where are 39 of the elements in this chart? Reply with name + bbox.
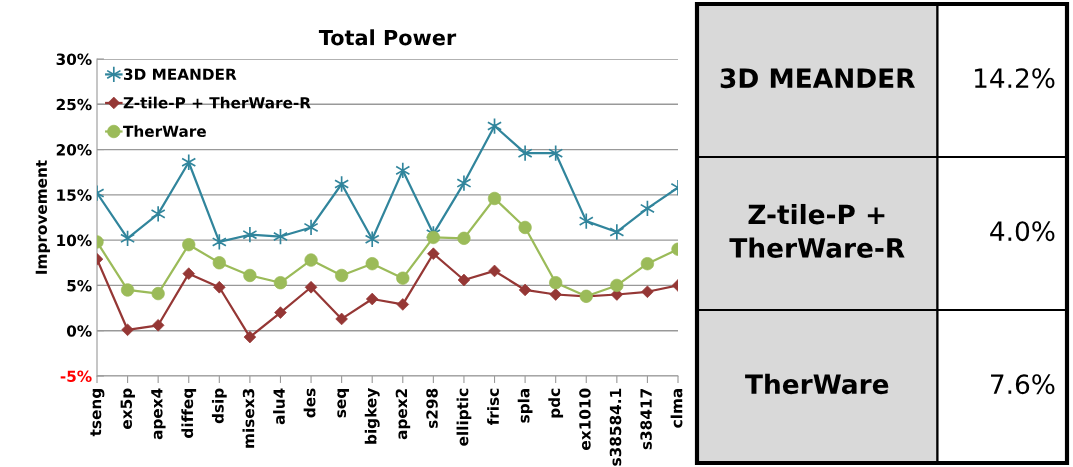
x-tick-label: bigkey (364, 388, 380, 444)
y-tick-label: -5% (60, 370, 92, 383)
x-tick-label: clma (670, 389, 683, 428)
text: 14.2% (974, 68, 1055, 89)
category-label: TherWare (745, 373, 889, 395)
x-tick-label: des (303, 388, 316, 418)
y-tick-label: 10% (57, 234, 92, 247)
y-tick-label: 25% (56, 98, 92, 111)
x-tick-label: frisc (487, 388, 499, 426)
x-tick-label: apex2 (395, 389, 411, 440)
text: 7.6% (991, 374, 1055, 395)
x-tick-label: alu4 (273, 388, 285, 425)
x-tick-label: pdc (548, 388, 564, 418)
x-tick-label: tseng (90, 389, 105, 437)
y-tick-label: 30% (56, 53, 92, 66)
category-label: Z-tile-P + TherWare-R (729, 203, 905, 258)
x-tick-label: ex1010 (579, 388, 591, 450)
y-tick-label: 20% (56, 144, 92, 156)
x-tick-label: s38584.1 (609, 388, 622, 466)
x-tick-label: diffeq (181, 389, 197, 438)
x-tick-label: ex5p (120, 388, 135, 429)
text: 4.0% (990, 221, 1055, 242)
x-tick-label: spla (517, 389, 533, 423)
legend-label: TherWare (123, 125, 206, 138)
y-tick-label: 5% (67, 279, 92, 292)
x-tick-label: s298 (426, 388, 438, 428)
x-tick-label: apex4 (151, 388, 166, 440)
y-axis-title: Improvement (35, 160, 51, 274)
legend-label: 3D MEANDER (123, 68, 237, 80)
category-label: 3D MEANDER (720, 68, 915, 89)
x-tick-label: s38417 (640, 389, 652, 450)
x-tick-label: dsip (211, 388, 227, 424)
y-tick-label: 15% (57, 189, 92, 201)
legend-label: Z-tile-P + TherWare-R (123, 96, 311, 109)
x-tick-label: seq (337, 389, 350, 418)
x-tick-label: elliptic (456, 388, 472, 446)
x-tick-label: misex3 (242, 389, 255, 448)
y-tick-label: 0% (66, 325, 92, 337)
chart-title: Total Power (318, 29, 457, 46)
